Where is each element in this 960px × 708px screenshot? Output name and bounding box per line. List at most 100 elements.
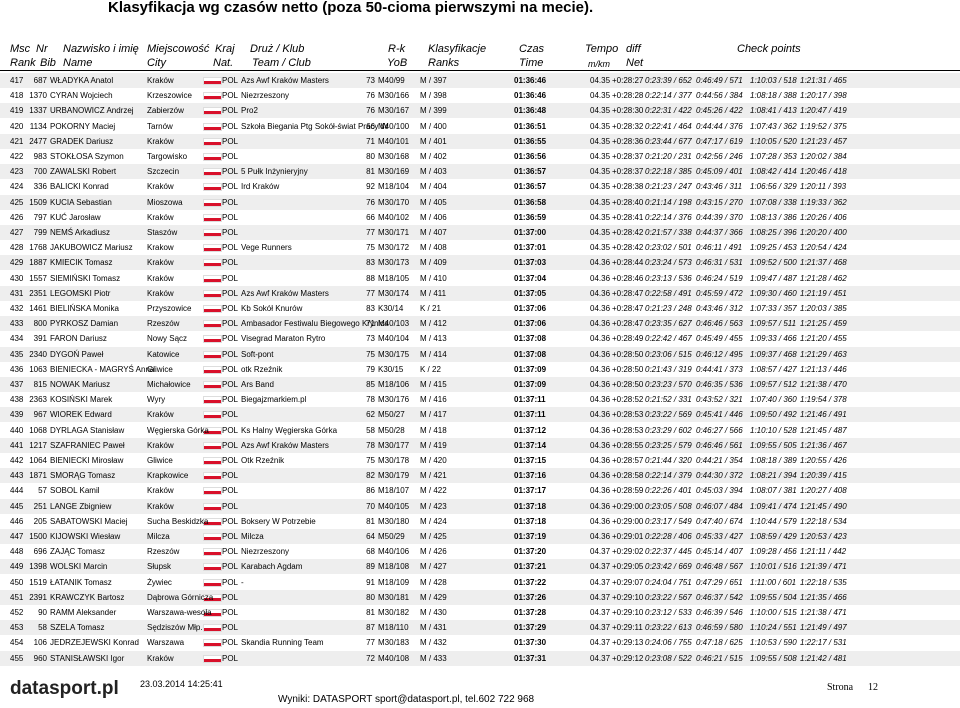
checkpoint: 0:23:12 / 533 [645, 608, 692, 617]
checkpoint: 0:45:59 / 472 [696, 288, 743, 298]
yob: 91 [366, 577, 375, 587]
bib: 696 [33, 547, 47, 557]
checkpoint: 0:21:23 / 247 [645, 182, 692, 192]
name: WOLSKI Marcin [50, 562, 108, 572]
rank: 429 [10, 258, 24, 268]
checkpoint: 0:23:17 / 549 [645, 516, 692, 526]
tempo: 04.35 [590, 136, 611, 146]
result-row: 445 251 LANGE Zbigniew Kraków POL 70 M40/105 M … [0, 498, 960, 514]
nat: POL [222, 440, 239, 450]
category: M30/169 [378, 167, 410, 177]
time: 01:36:51 [514, 121, 547, 131]
checkpoint: 1:09:50 / 492 [750, 410, 797, 420]
ranks: M / 423 [420, 501, 447, 511]
rank: 444 [10, 486, 24, 496]
yob: 83 [366, 304, 375, 313]
flag-icon [203, 365, 222, 374]
yob: 78 [366, 395, 375, 405]
yob: 72 [366, 653, 375, 663]
checkpoint: 1:08:13 / 386 [750, 212, 797, 222]
flag-red [204, 506, 221, 510]
result-row: 440 1068 DYRLAGA Stanisław Węgierska Górka P… [0, 422, 960, 438]
checkpoint: 1:07:28 / 353 [750, 152, 797, 161]
category: M18/106 [378, 380, 410, 389]
bib: 2391 [29, 592, 47, 602]
tempo: 04.36 [590, 440, 611, 450]
checkpoint: 0:43:46 / 311 [696, 182, 743, 192]
city: Przyszowice [147, 304, 192, 313]
result-row: 446 205 SABATOWSKI Maciej Sucha Beskidzka PO… [0, 513, 960, 529]
ranks: M / 407 [420, 228, 447, 237]
flag-icon [203, 487, 222, 496]
flag-icon [203, 259, 222, 268]
nat: POL [222, 334, 239, 344]
checkpoint: 1:07:33 / 357 [750, 304, 797, 313]
tempo: 04.37 [590, 653, 611, 663]
checkpoint: 1:08:41 / 413 [750, 106, 797, 116]
category: M40/106 [378, 547, 410, 557]
ranks: M / 405 [420, 197, 447, 207]
checkpoint: 0:22:58 / 491 [645, 288, 692, 298]
tempo: 04.36 [590, 486, 611, 496]
yob: 75 [366, 456, 375, 465]
bib: 1519 [29, 577, 47, 587]
tempo: 04.36 [590, 319, 611, 329]
header-label: Nr [36, 43, 48, 55]
diff: +0:29:10 [612, 592, 644, 602]
checkpoint: 1:22:18 / 534 [800, 516, 847, 526]
category: M30/166 [378, 91, 410, 101]
yob: 89 [366, 562, 375, 572]
tempo: 04.36 [590, 532, 611, 541]
team: Ks Halny Węgierska Górka [241, 425, 338, 435]
bib: 967 [33, 410, 47, 420]
result-row: 441 1217 SZAFRANIEC Paweł Kraków POL Azs Awf … [0, 437, 960, 453]
yob: 79 [366, 364, 375, 374]
nat: POL [222, 562, 239, 572]
tempo: 04.36 [590, 273, 611, 283]
time: 01:37:05 [514, 288, 547, 298]
checkpoint: 1:21:39 / 471 [800, 562, 847, 572]
team: Azs Awf Kraków Masters [241, 76, 329, 85]
rank: 430 [10, 273, 24, 283]
diff: +0:28:47 [612, 319, 644, 329]
checkpoint: 0:46:35 / 536 [696, 380, 743, 389]
bib: 1134 [29, 121, 47, 131]
flag-icon [203, 593, 222, 602]
result-row: 418 1370 CYRAN Wojciech Krzeszowice POL Niezr… [0, 88, 960, 104]
nat: POL [222, 243, 239, 253]
category: M30/168 [378, 152, 410, 161]
time: 01:37:06 [514, 304, 547, 313]
ranks: M / 397 [420, 76, 447, 85]
diff: +0:29:05 [612, 562, 644, 572]
name: KIJOWSKI Wiesław [50, 532, 121, 541]
rank: 436 [10, 364, 24, 374]
logo: datasport.pl [10, 678, 119, 699]
flag-red [204, 339, 221, 343]
team: - [241, 577, 244, 587]
nat: POL [222, 638, 239, 648]
ranks: M / 414 [420, 349, 447, 359]
tempo: 04.36 [590, 425, 611, 435]
checkpoint: 1:08:18 / 389 [750, 456, 797, 465]
checkpoint: 1:09:33 / 466 [750, 334, 797, 344]
tempo: 04.35 [590, 91, 611, 101]
checkpoint: 1:10:10 / 528 [750, 425, 797, 435]
diff: +0:28:59 [612, 486, 644, 496]
flag-icon [203, 107, 222, 116]
ranks: M / 430 [420, 608, 447, 617]
checkpoint: 1:08:59 / 429 [750, 532, 797, 541]
yob: 81 [366, 608, 375, 617]
ranks: M / 416 [420, 395, 447, 405]
category: M40/101 [378, 136, 410, 146]
bib: 106 [33, 638, 47, 648]
time: 01:36:46 [514, 91, 547, 101]
bib: 2340 [29, 349, 47, 359]
tempo: 04.36 [590, 395, 611, 405]
time: 01:36:57 [514, 182, 547, 192]
rank: 431 [10, 288, 24, 298]
ranks: M / 424 [420, 516, 447, 526]
checkpoint: 0:43:15 / 270 [696, 197, 743, 207]
ranks: M / 417 [420, 410, 447, 420]
checkpoint: 1:21:13 / 446 [800, 364, 847, 374]
flag-red [204, 628, 221, 632]
